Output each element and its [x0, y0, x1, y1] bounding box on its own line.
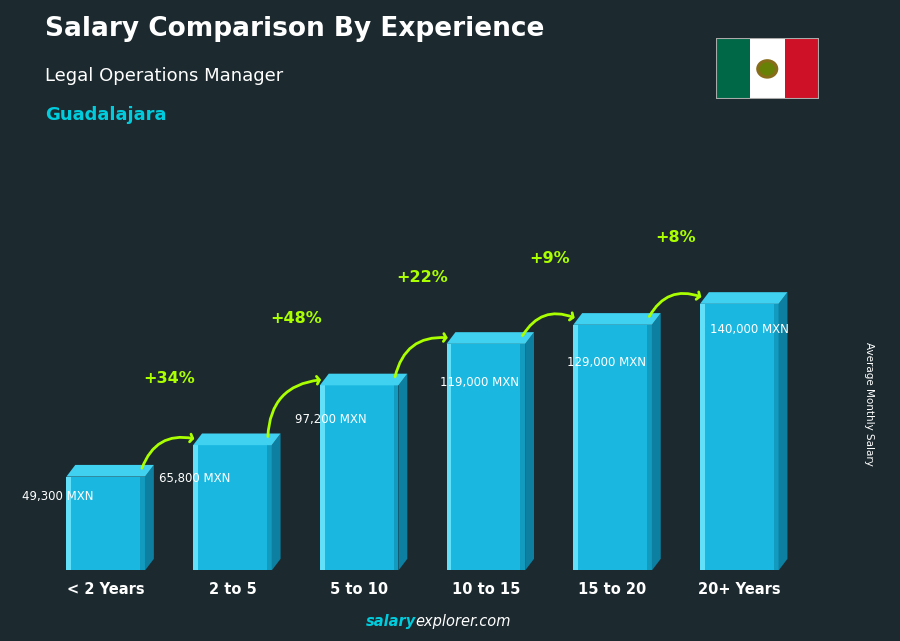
- Polygon shape: [267, 445, 272, 570]
- Polygon shape: [194, 445, 198, 570]
- Polygon shape: [67, 477, 71, 570]
- Polygon shape: [573, 325, 652, 570]
- Polygon shape: [320, 385, 325, 570]
- Polygon shape: [573, 325, 578, 570]
- Polygon shape: [700, 304, 705, 570]
- Polygon shape: [573, 313, 661, 325]
- Text: +34%: +34%: [143, 371, 195, 386]
- Text: salary: salary: [365, 615, 416, 629]
- Text: Guadalajara: Guadalajara: [45, 106, 166, 124]
- Text: Average Monthly Salary: Average Monthly Salary: [863, 342, 874, 466]
- Bar: [785, 38, 819, 99]
- Text: 49,300 MXN: 49,300 MXN: [22, 490, 94, 503]
- Text: +9%: +9%: [529, 251, 570, 265]
- Polygon shape: [194, 445, 272, 570]
- Polygon shape: [194, 433, 281, 445]
- Polygon shape: [446, 344, 525, 570]
- Circle shape: [760, 62, 775, 76]
- Text: 129,000 MXN: 129,000 MXN: [567, 356, 645, 369]
- Bar: [750, 38, 785, 99]
- Polygon shape: [67, 465, 154, 477]
- Polygon shape: [700, 292, 788, 304]
- Polygon shape: [399, 374, 408, 570]
- Polygon shape: [700, 304, 778, 570]
- Polygon shape: [525, 332, 534, 570]
- Polygon shape: [272, 433, 281, 570]
- Polygon shape: [652, 313, 661, 570]
- Text: 65,800 MXN: 65,800 MXN: [158, 472, 230, 485]
- Text: +48%: +48%: [270, 311, 321, 326]
- Polygon shape: [774, 304, 778, 570]
- Text: 140,000 MXN: 140,000 MXN: [710, 323, 789, 336]
- Text: Salary Comparison By Experience: Salary Comparison By Experience: [45, 16, 544, 42]
- Bar: [716, 38, 750, 99]
- Polygon shape: [320, 374, 408, 385]
- Polygon shape: [140, 477, 145, 570]
- Polygon shape: [446, 344, 451, 570]
- Circle shape: [756, 59, 778, 79]
- Text: Legal Operations Manager: Legal Operations Manager: [45, 67, 284, 85]
- Text: +22%: +22%: [397, 270, 448, 285]
- Text: 97,200 MXN: 97,200 MXN: [295, 413, 367, 426]
- Text: 119,000 MXN: 119,000 MXN: [440, 376, 519, 389]
- Polygon shape: [778, 292, 788, 570]
- Polygon shape: [647, 325, 652, 570]
- Text: +8%: +8%: [655, 229, 697, 245]
- Text: explorer.com: explorer.com: [416, 615, 511, 629]
- Polygon shape: [67, 477, 145, 570]
- Polygon shape: [520, 344, 525, 570]
- Polygon shape: [320, 385, 399, 570]
- Polygon shape: [446, 332, 534, 344]
- Polygon shape: [393, 385, 399, 570]
- Polygon shape: [145, 465, 154, 570]
